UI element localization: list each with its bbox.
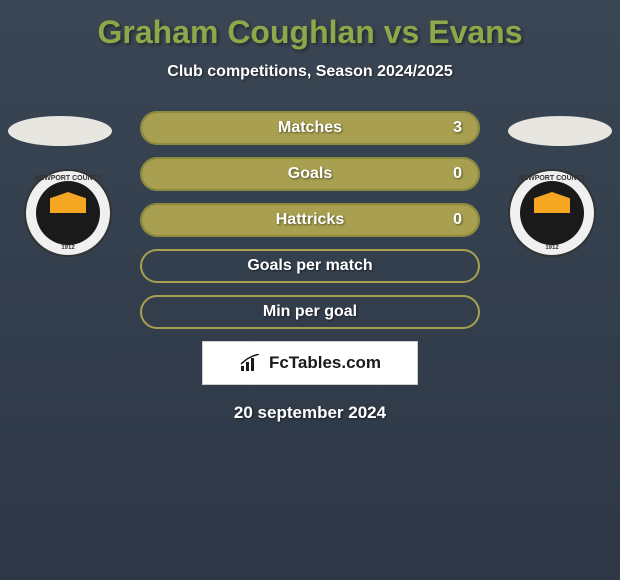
stat-row: Hattricks 0 [140, 203, 480, 237]
stat-rows: Matches 3 Goals 0 Hattricks 0 Goals per match M… [140, 111, 480, 329]
stat-label: Goals [288, 165, 332, 183]
stat-label: Min per goal [263, 303, 357, 321]
comparison-content: NEWPORT COUNTY 1912 NEWPORT COUNTY 1912 … [0, 111, 620, 423]
watermark-text: FcTables.com [269, 353, 381, 373]
player-right-avatar [508, 116, 612, 146]
comparison-date: 20 september 2024 [0, 403, 620, 423]
player-left-avatar [8, 116, 112, 146]
stat-label: Hattricks [276, 211, 344, 229]
stat-value-right: 3 [453, 119, 462, 137]
club-right-year: 1912 [510, 245, 594, 251]
comparison-title: Graham Coughlan vs Evans [0, 0, 620, 51]
club-left-name: NEWPORT COUNTY [26, 175, 110, 182]
club-right-name: NEWPORT COUNTY [510, 175, 594, 182]
stat-row: Goals 0 [140, 157, 480, 191]
club-logo-left: NEWPORT COUNTY 1912 [24, 169, 112, 257]
club-logo-right: NEWPORT COUNTY 1912 [508, 169, 596, 257]
stat-value-right: 0 [453, 211, 462, 229]
stat-label: Matches [278, 119, 342, 137]
stat-row: Goals per match [140, 249, 480, 283]
stat-row: Min per goal [140, 295, 480, 329]
stat-label: Goals per match [247, 257, 372, 275]
stat-value-right: 0 [453, 165, 462, 183]
watermark: FcTables.com [202, 341, 418, 385]
comparison-subtitle: Club competitions, Season 2024/2025 [0, 63, 620, 81]
club-left-year: 1912 [26, 245, 110, 251]
chart-icon [239, 354, 263, 372]
stat-row: Matches 3 [140, 111, 480, 145]
